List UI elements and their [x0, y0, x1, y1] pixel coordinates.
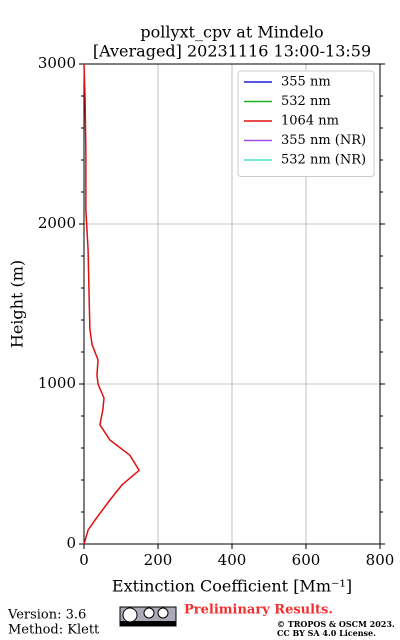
y-tick-label: 2000 [38, 214, 76, 232]
legend-label: 355 nm [281, 75, 331, 90]
y-tick-label: 1000 [38, 374, 76, 392]
data-line [83, 63, 141, 545]
x-tick-label: 600 [292, 551, 321, 569]
y-tick-label: 3000 [38, 54, 76, 72]
legend-label: 1064 nm [281, 114, 339, 129]
x-tick-label: 800 [366, 551, 395, 569]
legend-label: 532 nm [281, 94, 331, 109]
notice: Preliminary Results. [184, 603, 333, 618]
legend-label: 355 nm (NR) [281, 133, 366, 148]
x-tick-label: 0 [79, 551, 89, 569]
version: Version: 3.6 [7, 608, 86, 623]
method: Method: Klett [8, 623, 100, 638]
cc-badge [119, 606, 177, 627]
y-axis-label: Height (m) [8, 260, 27, 348]
y-tick-label: 0 [66, 534, 76, 552]
license: CC BY SA 4.0 License. [277, 628, 376, 638]
legend-label: 532 nm (NR) [281, 153, 366, 168]
x-axis-label: Extinction Coefficient [Mm⁻¹] [112, 577, 352, 596]
chart-title: pollyxt_cpv at Mindelo [140, 23, 323, 42]
legend-box [237, 70, 375, 177]
chart-subtitle: [Averaged] 20231116 13:00-13:59 [93, 42, 371, 61]
copyright: © TROPOS & OSCM 2023. [277, 619, 395, 629]
x-tick-label: 200 [144, 551, 173, 569]
plot-frame [83, 63, 381, 545]
x-tick-label: 400 [218, 551, 247, 569]
